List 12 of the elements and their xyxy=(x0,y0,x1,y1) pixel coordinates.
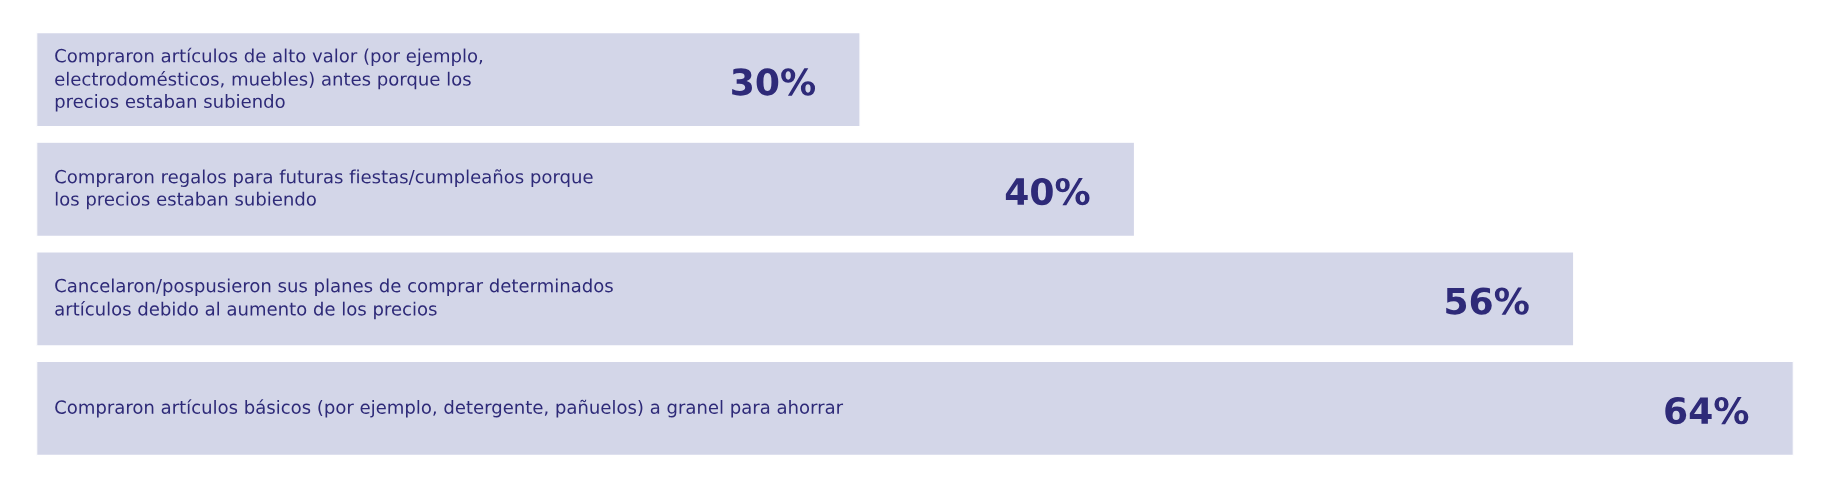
y-tick-label: Compraron artículos básicos (por ejemplo, detergente, pañuelos) a granel para ahorrar xyxy=(55,399,844,418)
bar xyxy=(36,31,861,128)
y-tick-label: Cancelaron/pospusieron sus planes de comprar determinados artículos debido al aumento de los precios xyxy=(55,278,613,320)
data-label: 30% xyxy=(732,68,816,96)
bar xyxy=(36,250,1575,347)
y-tick-label: Compraron regalos para futuras fiestas/cumpleaños porque los precios estaban subiendo xyxy=(55,169,593,210)
bar xyxy=(36,141,1136,238)
data-label: 40% xyxy=(1005,177,1090,206)
bar xyxy=(36,360,1794,457)
data-label: 64% xyxy=(1665,397,1749,425)
data-label: 56% xyxy=(1446,287,1529,315)
y-tick-label: Compraron artículos de alto valor (por ejemplo, electrodomésticos, muebles) antes porque los precios estaban subiendo xyxy=(55,47,483,112)
